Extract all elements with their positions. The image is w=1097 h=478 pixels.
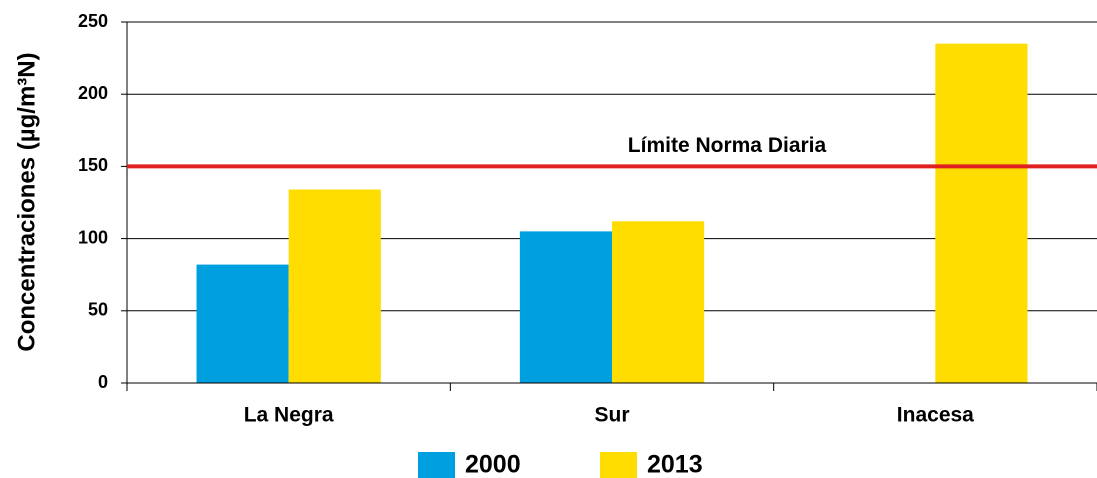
reference-line-label: Límite Norma Diaria <box>628 134 827 157</box>
y-tick-label: 0 <box>98 372 108 392</box>
legend-swatch <box>418 452 455 478</box>
y-tick-label: 100 <box>78 227 108 247</box>
y-tick-label: 200 <box>78 83 108 103</box>
y-tick-label: 50 <box>88 300 108 320</box>
bar <box>612 221 705 383</box>
y-tick-label: 250 <box>78 11 108 31</box>
bar <box>519 231 612 383</box>
x-tick-label: La Negra <box>244 404 334 427</box>
bar <box>935 43 1028 383</box>
bar <box>196 264 289 383</box>
y-axis-label: Concentraciones (µg/m³N) <box>13 52 40 351</box>
x-tick-label: Sur <box>594 404 629 427</box>
legend-swatch <box>600 452 637 478</box>
bar <box>288 189 381 383</box>
x-tick-label: Inacesa <box>897 404 974 427</box>
legend-label: 2013 <box>647 451 703 478</box>
legend-label: 2000 <box>465 451 521 478</box>
y-tick-label: 150 <box>78 155 108 175</box>
